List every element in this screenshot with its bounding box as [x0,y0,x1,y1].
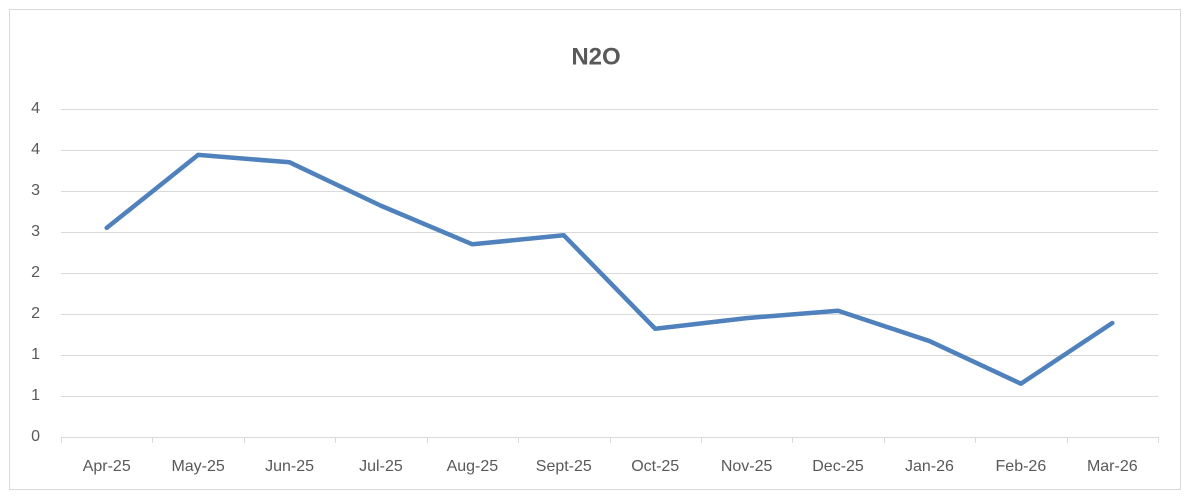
x-tick-label: Mar-26 [1087,458,1138,475]
x-tick-label: Sept-25 [536,458,592,475]
chart-border [9,9,1181,490]
y-tick-label: 1 [31,387,40,404]
y-tick-label: 2 [31,305,40,322]
x-tick-label: Jan-26 [905,458,954,475]
chart-title: N2O [571,43,620,70]
y-tick-label: 2 [31,264,40,281]
x-tick-label: Jul-25 [359,458,403,475]
y-tick-label: 4 [31,100,40,117]
x-tick-label: Feb-26 [996,458,1047,475]
x-tick-label: Aug-25 [447,458,499,475]
x-tick-label: Oct-25 [631,458,679,475]
y-tick-label: 3 [31,182,40,199]
x-tick-label: Nov-25 [721,458,773,475]
x-tick-label: May-25 [171,458,224,475]
x-tick-label: Jun-25 [265,458,314,475]
x-tick-label: Dec-25 [812,458,864,475]
x-tick-label: Apr-25 [83,458,131,475]
data-line [104,152,1115,386]
y-tick-label: 4 [31,141,40,158]
y-tick-label: 3 [31,223,40,240]
y-tick-label: 0 [31,428,40,445]
y-tick-label: 1 [31,346,40,363]
